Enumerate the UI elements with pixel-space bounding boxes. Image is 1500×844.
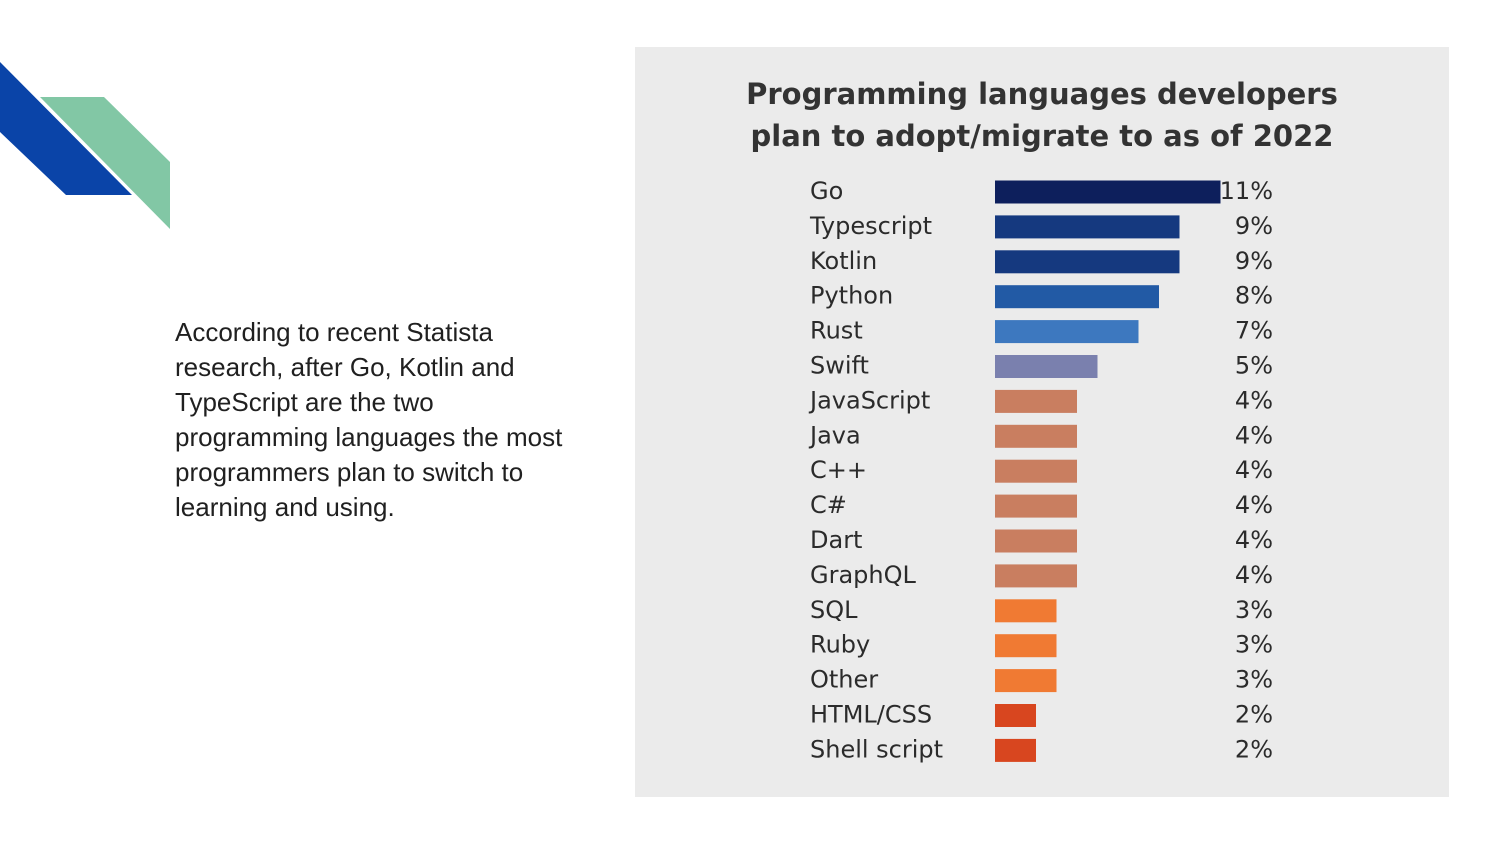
bar: [995, 285, 1159, 309]
bar-chart: Go 11% Typescript 9% Kotlin 9% Python 8% Rust 7% S…: [808, 177, 1273, 763]
deco-blue-stripe: [0, 62, 132, 195]
category-label: Typescript: [809, 212, 932, 240]
category-label: Shell script: [810, 735, 943, 763]
deco-green-stripe: [40, 97, 170, 229]
category-label: HTML/CSS: [810, 701, 932, 729]
value-label: 4%: [1235, 456, 1273, 484]
bar: [995, 599, 1057, 623]
category-label: Swift: [810, 352, 869, 380]
value-label: 3%: [1235, 666, 1273, 694]
value-label: 5%: [1235, 352, 1273, 380]
bar: [995, 320, 1139, 344]
value-label: 2%: [1235, 701, 1273, 729]
value-label: 9%: [1235, 247, 1273, 275]
bar: [995, 424, 1077, 448]
body-text: According to recent Statista research, a…: [175, 317, 563, 522]
bar: [995, 669, 1057, 693]
category-label: Other: [810, 666, 878, 694]
value-label: 4%: [1235, 561, 1273, 589]
category-label: Java: [808, 421, 861, 449]
value-label: 8%: [1235, 282, 1273, 310]
value-label: 2%: [1235, 735, 1273, 763]
bar: [995, 250, 1180, 274]
category-label: C++: [810, 456, 867, 484]
bar: [995, 564, 1077, 588]
bar: [995, 494, 1077, 518]
bar: [995, 355, 1098, 378]
bar: [995, 459, 1077, 483]
value-label: 4%: [1235, 421, 1273, 449]
category-label: SQL: [810, 596, 858, 624]
bar: [995, 704, 1036, 727]
category-label: Go: [810, 177, 843, 205]
category-label: Dart: [810, 526, 862, 554]
category-label: Ruby: [810, 631, 870, 659]
value-label: 4%: [1235, 386, 1273, 414]
value-label: 9%: [1235, 212, 1273, 240]
category-label: JavaScript: [808, 386, 930, 414]
category-label: Rust: [810, 317, 863, 345]
category-label: C#: [810, 491, 847, 519]
bar: [995, 215, 1180, 239]
slide-decoration: [0, 62, 170, 229]
value-label: 3%: [1235, 631, 1273, 659]
value-label: 4%: [1235, 526, 1273, 554]
value-label: 3%: [1235, 596, 1273, 624]
bar: [995, 634, 1057, 658]
category-label: GraphQL: [810, 561, 917, 589]
bar: [995, 180, 1221, 204]
chart-title: Programming languages developers plan to…: [746, 77, 1338, 153]
chart-panel: Programming languages developers plan to…: [635, 47, 1449, 797]
value-label: 7%: [1235, 317, 1273, 345]
value-label: 11%: [1220, 177, 1273, 205]
bar: [995, 529, 1077, 553]
category-label: Python: [810, 282, 893, 310]
bar: [995, 738, 1036, 762]
value-label: 4%: [1235, 491, 1273, 519]
category-label: Kotlin: [810, 247, 877, 275]
bar: [995, 389, 1077, 413]
